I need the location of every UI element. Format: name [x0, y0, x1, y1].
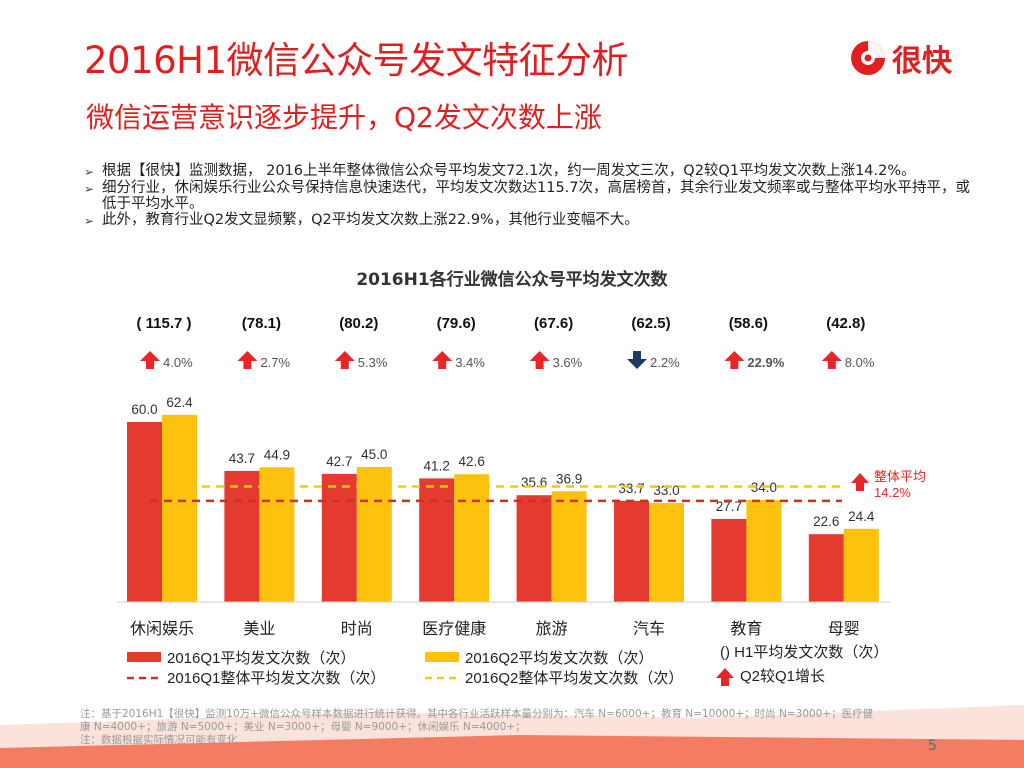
- x-tick-label: 美业: [243, 620, 275, 638]
- up-arrow-icon: [334, 351, 355, 369]
- data-label-q2: 33.0: [653, 483, 679, 498]
- footer-band-dark: [0, 735, 1024, 768]
- page-title: 2016H1微信公众号发文特征分析: [84, 39, 629, 82]
- legend-label-q1-line: 2016Q1整体平均发文次数（次）: [167, 670, 385, 687]
- bar-q1: [224, 470, 260, 602]
- bar-q1: [808, 534, 844, 602]
- bullet-arrow-icon: ➢: [84, 165, 95, 179]
- bullet-item: ➢ 细分行业，休闲娱乐行业公众号保持信息快速迭代，平均发文次数达115.7次，高…: [84, 180, 974, 212]
- footnote-line: 注：数据根据实际情况可能有变化: [80, 734, 238, 746]
- bar-q2: [551, 491, 587, 602]
- overall-average-label: 整体平均: [874, 469, 926, 484]
- bar-q1: [516, 495, 552, 602]
- data-label-q1: 35.6: [521, 475, 547, 490]
- logo-icon: [851, 41, 885, 75]
- data-label-q1: 41.2: [424, 458, 450, 473]
- growth-label: 2.7%: [260, 355, 290, 370]
- data-label-q1: 60.0: [131, 402, 157, 417]
- x-tick-label: 旅游: [536, 620, 568, 638]
- chart-title: 2016H1各行业微信公众号平均发文次数: [356, 270, 668, 290]
- data-label-q1: 42.7: [326, 454, 352, 469]
- h1-total-label: (78.1): [242, 315, 281, 332]
- data-label-q1: 22.6: [813, 514, 839, 529]
- up-arrow-icon: [237, 351, 258, 369]
- page-number: 5: [928, 738, 937, 754]
- bar-q2: [162, 414, 197, 602]
- growth-label: 8.0%: [845, 355, 875, 370]
- bullet-text: 细分行业，休闲娱乐行业公众号保持信息快速迭代，平均发文次数达115.7次，高居榜…: [102, 180, 971, 212]
- data-label-q2: 36.9: [556, 471, 582, 486]
- footnote-line: 注：基于2016H1【很快】监测10万+微信公众号样本数据进行统计获得。其中各行…: [80, 708, 874, 720]
- x-tick-label: 教育: [730, 620, 762, 638]
- legend-swatch-q1: [127, 652, 161, 662]
- bullet-text: 此外，教育行业Q2发文显频繁，Q2平均发文次数上涨22.9%，其他行业变幅不大。: [102, 212, 639, 228]
- data-label-q2: 42.6: [459, 454, 485, 469]
- brand-logo: 很快: [848, 36, 952, 80]
- overall-up-arrow-icon: [851, 473, 869, 491]
- x-tick-label: 休闲娱乐: [130, 620, 194, 638]
- x-tick-label: 汽车: [633, 620, 665, 638]
- bullet-arrow-icon: ➢: [84, 214, 95, 228]
- bar-q1: [321, 473, 357, 602]
- h1-total-label: (67.6): [534, 315, 573, 332]
- h1-total-label: ( 115.7 ): [136, 315, 191, 332]
- bar-q2: [356, 467, 392, 602]
- legend-label-q1: 2016Q1平均发文次数（次）: [167, 650, 355, 667]
- page-subtitle: 微信运营意识逐步提升，Q2发文次数上涨: [86, 101, 602, 134]
- data-label-q2: 62.4: [166, 395, 193, 410]
- legend-label-q2-line: 2016Q2整体平均发文次数（次）: [465, 670, 683, 687]
- down-arrow-icon: [627, 351, 647, 369]
- data-label-q1: 33.7: [618, 481, 644, 496]
- x-tick-label: 母婴: [828, 621, 860, 638]
- h1-total-label: (62.5): [631, 315, 670, 332]
- growth-label: 5.3%: [358, 355, 388, 370]
- bar-q2: [843, 528, 879, 602]
- legend-label-q2: 2016Q2平均发文次数（次）: [465, 650, 653, 667]
- growth-label: 3.4%: [455, 355, 485, 370]
- growth-label: 22.9%: [747, 355, 784, 370]
- up-arrow-icon: [821, 351, 842, 369]
- bullet-item: ➢ 根据【很快】监测数据， 2016上半年整体微信公众号平均发文72.1次，约一…: [84, 163, 974, 180]
- bar-q2: [259, 467, 295, 602]
- bar-q1: [711, 518, 747, 602]
- growth-label: 4.0%: [163, 355, 193, 370]
- bar-q1: [419, 478, 455, 602]
- bar-q1: [614, 500, 649, 602]
- growth-label: 3.6%: [553, 355, 583, 370]
- overall-average-value: 14.2%: [874, 485, 911, 500]
- up-arrow-icon: [140, 351, 160, 369]
- h1-total-label: (42.8): [826, 315, 865, 332]
- data-label-q2: 45.0: [361, 447, 387, 462]
- bullet-arrow-icon: ➢: [84, 182, 95, 196]
- up-arrow-icon: [529, 351, 550, 369]
- h1-total-label: (80.2): [339, 315, 378, 332]
- up-arrow-icon: [432, 351, 453, 369]
- data-label-q1: 27.7: [716, 499, 742, 514]
- footnote-line: 康 N=4000+；旅游 N=5000+；美业 N=3000+；母婴 N=900…: [80, 721, 526, 733]
- footnote: 注：基于2016H1【很快】监测10万+微信公众号样本数据进行统计获得。其中各行…: [80, 708, 950, 747]
- bar-q2: [649, 503, 684, 602]
- logo-text: 很快: [892, 44, 952, 79]
- up-arrow-icon: [724, 351, 745, 369]
- bullet-text: 根据【很快】监测数据， 2016上半年整体微信公众号平均发文72.1次，约一周发…: [102, 163, 916, 179]
- bar-q2: [454, 474, 490, 602]
- bar-q2: [746, 500, 782, 602]
- data-label-q2: 24.4: [848, 509, 875, 524]
- x-tick-label: 医疗健康: [422, 620, 486, 638]
- data-label-q1: 43.7: [229, 451, 255, 466]
- h1-total-label: (58.6): [729, 315, 768, 332]
- bullet-list: ➢ 根据【很快】监测数据， 2016上半年整体微信公众号平均发文72.1次，约一…: [84, 163, 974, 229]
- x-tick-label: 时尚: [341, 620, 373, 638]
- legend-label-growth: Q2较Q1增长: [740, 667, 825, 685]
- h1-total-label: (79.6): [437, 315, 476, 332]
- legend-label-h1: () H1平均发文次数（次）: [720, 644, 888, 661]
- legend-swatch-q2: [425, 652, 459, 662]
- legend-up-arrow-icon: [716, 668, 734, 686]
- growth-label: 2.2%: [650, 355, 680, 370]
- bullet-item: ➢ 此外，教育行业Q2发文显频繁，Q2平均发文次数上涨22.9%，其他行业变幅不…: [84, 212, 974, 229]
- bar-q1: [127, 422, 162, 602]
- data-label-q2: 44.9: [264, 447, 290, 462]
